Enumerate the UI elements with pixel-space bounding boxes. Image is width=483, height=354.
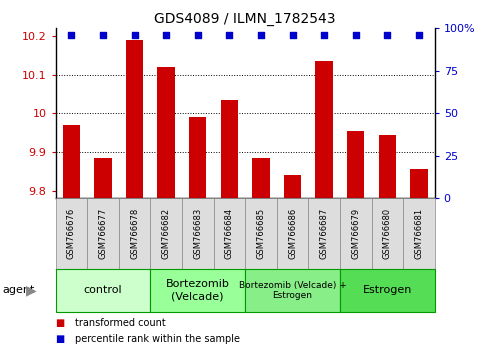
Text: Bortezomib (Velcade) +
Estrogen: Bortezomib (Velcade) + Estrogen [239, 281, 346, 300]
Point [194, 32, 201, 38]
Text: GSM766677: GSM766677 [99, 208, 107, 259]
Point [352, 32, 359, 38]
Text: GSM766683: GSM766683 [193, 208, 202, 259]
Bar [379, 135, 396, 198]
Bar [94, 158, 112, 198]
Bar [157, 67, 175, 198]
Text: ■: ■ [56, 334, 65, 344]
Text: GSM766681: GSM766681 [414, 208, 424, 259]
Text: GSM766682: GSM766682 [162, 208, 170, 259]
Bar [63, 125, 80, 198]
Text: GSM766686: GSM766686 [288, 208, 297, 259]
Bar [410, 169, 427, 198]
Point [99, 32, 107, 38]
Text: GSM766680: GSM766680 [383, 208, 392, 259]
Point [68, 32, 75, 38]
Point [289, 32, 297, 38]
Bar [252, 158, 270, 198]
Bar [347, 131, 364, 198]
Text: GSM766687: GSM766687 [320, 208, 328, 259]
Text: ▶: ▶ [26, 283, 37, 297]
Title: GDS4089 / ILMN_1782543: GDS4089 / ILMN_1782543 [155, 12, 336, 26]
Point [162, 32, 170, 38]
Text: GSM766685: GSM766685 [256, 208, 266, 259]
Point [320, 32, 328, 38]
Text: GSM766678: GSM766678 [130, 208, 139, 259]
Point [384, 32, 391, 38]
Text: Estrogen: Estrogen [363, 285, 412, 295]
Text: percentile rank within the sample: percentile rank within the sample [75, 334, 240, 344]
Text: GSM766679: GSM766679 [351, 208, 360, 259]
Point [226, 32, 233, 38]
Bar [284, 175, 301, 198]
Bar [126, 40, 143, 198]
Point [257, 32, 265, 38]
Text: agent: agent [2, 285, 35, 295]
Bar [315, 61, 333, 198]
Point [131, 32, 139, 38]
Text: control: control [84, 285, 122, 295]
Bar [189, 117, 206, 198]
Text: Bortezomib
(Velcade): Bortezomib (Velcade) [166, 279, 229, 301]
Text: transformed count: transformed count [75, 318, 166, 329]
Bar [221, 100, 238, 198]
Text: GSM766684: GSM766684 [225, 208, 234, 259]
Point [415, 32, 423, 38]
Text: GSM766676: GSM766676 [67, 208, 76, 259]
Text: ■: ■ [56, 318, 65, 329]
